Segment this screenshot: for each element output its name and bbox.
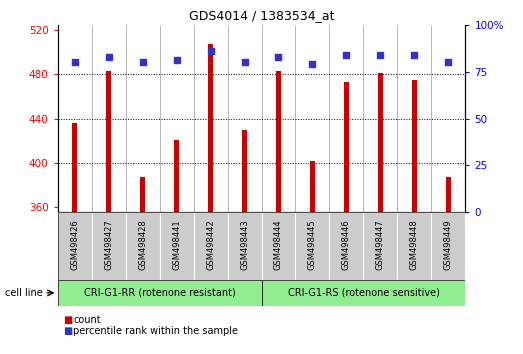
Point [173, 58, 181, 63]
Bar [58, 280, 262, 306]
Bar [160, 212, 194, 280]
Point [138, 59, 146, 65]
Text: GSM498443: GSM498443 [240, 219, 249, 270]
Bar [446, 177, 451, 212]
Point [377, 52, 385, 58]
Bar [262, 212, 295, 280]
Bar [58, 212, 92, 280]
Bar [363, 212, 397, 280]
Bar [174, 139, 179, 212]
Text: GSM498446: GSM498446 [342, 219, 351, 270]
Text: ■: ■ [63, 315, 72, 325]
Text: count: count [73, 315, 101, 325]
Bar [397, 212, 431, 280]
Title: GDS4014 / 1383534_at: GDS4014 / 1383534_at [189, 9, 334, 22]
Bar [126, 212, 160, 280]
Point [275, 54, 283, 59]
Point [309, 61, 317, 67]
Text: CRI-G1-RS (rotenone sensitive): CRI-G1-RS (rotenone sensitive) [288, 288, 439, 298]
Bar [344, 82, 349, 212]
Bar [412, 80, 417, 212]
Bar [329, 212, 363, 280]
Bar [140, 177, 145, 212]
Text: GSM498426: GSM498426 [70, 219, 79, 270]
Text: GSM498427: GSM498427 [104, 219, 113, 270]
Point [70, 59, 78, 65]
Text: ■: ■ [63, 326, 72, 336]
Text: GSM498441: GSM498441 [172, 219, 181, 270]
Point [343, 52, 351, 58]
Bar [262, 280, 465, 306]
Bar [378, 73, 383, 212]
Bar [310, 160, 315, 212]
Point [241, 59, 249, 65]
Point [206, 48, 215, 54]
Bar [276, 71, 281, 212]
Point [445, 59, 453, 65]
Bar [295, 212, 329, 280]
Text: GSM498447: GSM498447 [376, 219, 385, 270]
Text: percentile rank within the sample: percentile rank within the sample [73, 326, 238, 336]
Point [411, 52, 419, 58]
Bar [242, 130, 247, 212]
Bar [208, 44, 213, 212]
Bar [92, 212, 126, 280]
Text: GSM498428: GSM498428 [138, 219, 147, 270]
Bar [431, 212, 465, 280]
Text: GSM498449: GSM498449 [444, 219, 453, 270]
Bar [228, 212, 262, 280]
Text: GSM498445: GSM498445 [308, 219, 317, 270]
Text: CRI-G1-RR (rotenone resistant): CRI-G1-RR (rotenone resistant) [84, 288, 235, 298]
Text: GSM498442: GSM498442 [206, 219, 215, 270]
Text: cell line: cell line [5, 288, 43, 298]
Point [105, 54, 113, 59]
Bar [106, 71, 111, 212]
Bar [72, 123, 77, 212]
Bar [194, 212, 228, 280]
Text: GSM498444: GSM498444 [274, 219, 283, 270]
Text: GSM498448: GSM498448 [410, 219, 419, 270]
